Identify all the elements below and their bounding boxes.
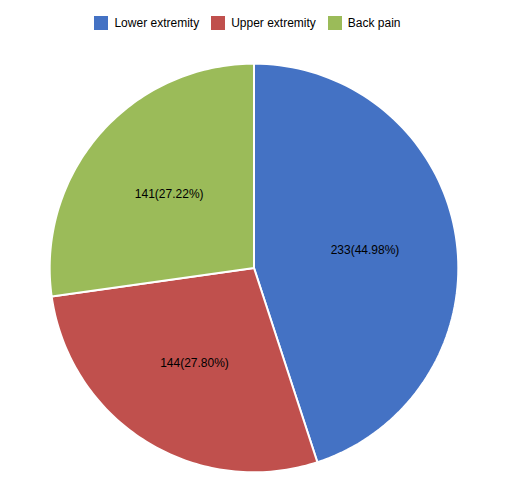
svg-text:144(27.80%): 144(27.80%) xyxy=(160,356,229,370)
svg-text:233(44.98%): 233(44.98%) xyxy=(331,243,400,257)
html-text:Lower extremity: Lower extremity xyxy=(114,15,200,30)
html-text:Back pain: Back pain xyxy=(347,15,401,30)
html-text:Upper extremity: Upper extremity xyxy=(231,15,316,30)
svg-text:141(27.22%): 141(27.22%) xyxy=(135,187,204,201)
